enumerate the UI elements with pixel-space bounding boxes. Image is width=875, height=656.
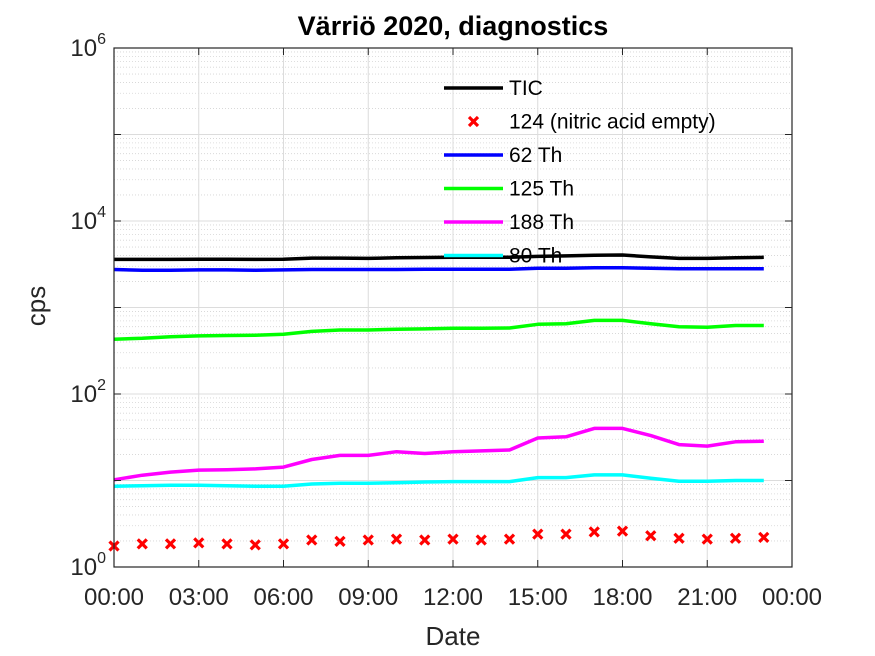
marker-stroke bbox=[419, 534, 431, 546]
tick-labels: 00:00 03:00 06:00 09:00 12:00 15:00 18:00 21:00… bbox=[70, 31, 822, 611]
marker-stroke bbox=[673, 532, 685, 544]
data-point-marker bbox=[221, 538, 233, 550]
legend-label: 62 Th bbox=[509, 144, 562, 167]
marker-stroke bbox=[306, 534, 318, 546]
x-tick-label: 18:00 bbox=[592, 584, 652, 611]
series-3 bbox=[113, 318, 764, 341]
marker-stroke bbox=[334, 535, 346, 547]
marker-stroke bbox=[447, 533, 459, 545]
marker-stroke bbox=[588, 526, 600, 538]
series-line bbox=[113, 318, 764, 341]
y-axis-label: cps bbox=[21, 286, 51, 326]
data-point-marker bbox=[729, 532, 742, 544]
y-tick-label: 104 bbox=[70, 204, 106, 235]
data-point-marker bbox=[277, 538, 290, 550]
marker-stroke bbox=[475, 534, 487, 546]
legend-item: 188 Th bbox=[444, 211, 574, 234]
legend-item: 62 Th bbox=[444, 144, 562, 167]
x-tick-label: 00:00 bbox=[84, 584, 144, 611]
marker-stroke bbox=[390, 533, 403, 545]
marker-stroke bbox=[616, 525, 629, 537]
data-point-marker bbox=[616, 525, 629, 537]
legend-label: TIC bbox=[509, 77, 543, 100]
data-point-marker bbox=[758, 531, 770, 544]
legend-item: 125 Th bbox=[444, 178, 574, 201]
x-tick-label: 12:00 bbox=[423, 584, 483, 611]
marker-stroke bbox=[362, 534, 374, 546]
data-point-marker bbox=[249, 539, 261, 551]
data-point-marker bbox=[560, 528, 572, 540]
series-line bbox=[113, 426, 764, 482]
series-layer bbox=[108, 253, 770, 552]
legend-label: 124 (nitric acid empty) bbox=[509, 111, 716, 134]
marker-stroke bbox=[560, 528, 572, 540]
legend-label: 125 Th bbox=[509, 178, 574, 201]
marker-stroke bbox=[758, 531, 770, 544]
series-4 bbox=[113, 426, 764, 482]
x-tick-label: 09:00 bbox=[338, 584, 398, 611]
series-line bbox=[114, 253, 764, 262]
legend-item: 124 (nitric acid empty) bbox=[467, 111, 716, 134]
data-point-marker bbox=[362, 534, 374, 546]
series-2 bbox=[113, 266, 764, 272]
data-point-marker bbox=[447, 533, 459, 545]
data-point-marker bbox=[588, 526, 600, 538]
series-line bbox=[113, 266, 764, 272]
marker-stroke bbox=[532, 528, 544, 540]
data-point-marker bbox=[164, 538, 177, 550]
x-axis-label: Date bbox=[426, 621, 481, 651]
data-point-marker bbox=[645, 530, 657, 542]
x-tick-label: 21:00 bbox=[677, 584, 737, 611]
x-tick-label: 06:00 bbox=[253, 584, 313, 611]
series-1 bbox=[108, 525, 770, 552]
y-tick-label: 100 bbox=[70, 550, 106, 581]
data-point-marker bbox=[136, 538, 148, 550]
x-tick-label: 00:00 bbox=[762, 584, 822, 611]
legend-item: 80 Th bbox=[444, 245, 562, 268]
marker-stroke bbox=[701, 533, 713, 545]
data-point-marker bbox=[532, 528, 544, 540]
marker-stroke bbox=[136, 538, 148, 550]
marker-stroke bbox=[645, 530, 657, 542]
data-point-marker bbox=[419, 534, 431, 546]
y-tick-label: 106 bbox=[70, 31, 106, 62]
marker-stroke bbox=[503, 533, 516, 545]
series-0 bbox=[114, 253, 764, 262]
marker-stroke bbox=[221, 538, 233, 550]
legend: TIC 124 (nitric acid empty) 62 Th 125 Th 188… bbox=[444, 77, 716, 268]
series-5 bbox=[113, 473, 764, 488]
legend-item: TIC bbox=[444, 77, 543, 100]
y-tick-label: 102 bbox=[70, 377, 106, 408]
series-line bbox=[113, 473, 764, 488]
marker-stroke bbox=[164, 538, 177, 550]
legend-label: 188 Th bbox=[509, 211, 574, 234]
data-point-marker bbox=[390, 533, 403, 545]
marker-stroke bbox=[729, 532, 742, 544]
data-point-marker bbox=[475, 534, 487, 546]
marker-stroke bbox=[249, 539, 261, 551]
data-point-marker bbox=[193, 537, 205, 549]
data-point-marker bbox=[503, 533, 516, 545]
data-point-marker bbox=[334, 535, 346, 547]
axes-frame bbox=[113, 47, 793, 568]
marker-stroke bbox=[193, 537, 205, 549]
marker-stroke bbox=[277, 538, 290, 550]
data-point-marker bbox=[701, 533, 713, 545]
data-point-marker bbox=[306, 534, 318, 546]
legend-label: 80 Th bbox=[509, 245, 562, 268]
data-point-marker bbox=[673, 532, 685, 544]
x-tick-label: 15:00 bbox=[508, 584, 568, 611]
x-tick-label: 03:00 bbox=[169, 584, 229, 611]
chart-title: Värriö 2020, diagnostics bbox=[298, 11, 609, 41]
legend-swatch bbox=[467, 115, 480, 128]
